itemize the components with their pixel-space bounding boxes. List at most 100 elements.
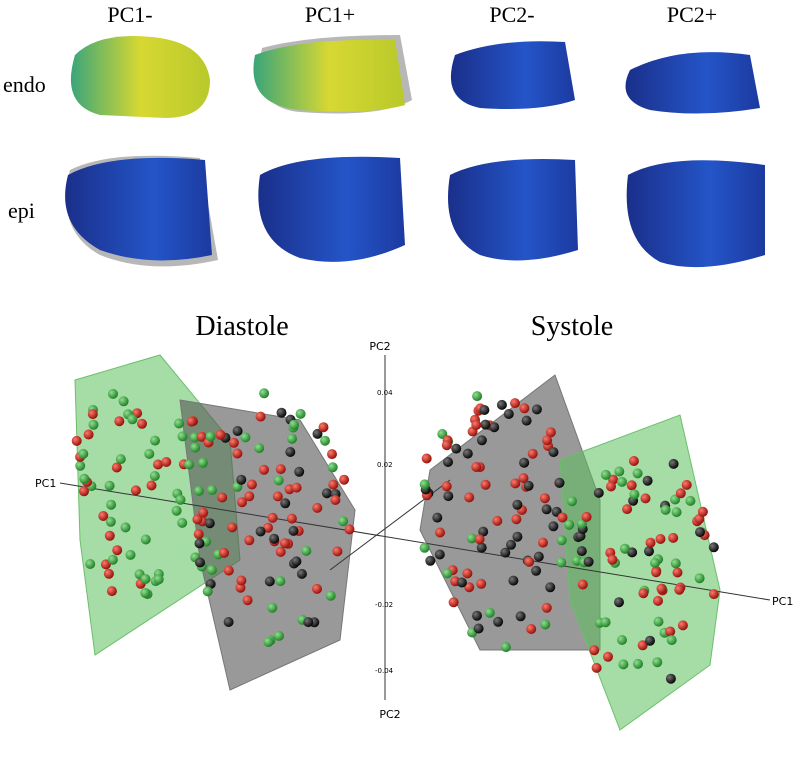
sample-point <box>87 409 98 420</box>
sample-point <box>421 453 432 464</box>
sample-point <box>320 435 330 446</box>
sample-point <box>473 623 484 634</box>
sample-point <box>327 462 338 473</box>
axis-label: PC1 <box>772 595 793 608</box>
sample-point <box>441 481 452 492</box>
sample-point <box>521 415 532 426</box>
sample-point <box>111 462 122 473</box>
sample-point <box>619 543 630 554</box>
sample-point <box>652 657 663 668</box>
sample-point <box>267 602 278 613</box>
sample-point <box>223 565 234 576</box>
sample-point <box>295 408 306 419</box>
sample-point <box>88 419 99 430</box>
sample-point <box>215 429 226 440</box>
sample-point <box>660 504 671 515</box>
sample-point <box>195 557 205 568</box>
sample-point <box>115 454 126 465</box>
sample-point <box>228 437 239 448</box>
heart-shape <box>65 157 212 261</box>
tick-label: -0.02 <box>375 601 393 609</box>
sample-point <box>567 496 577 507</box>
heart-shape <box>70 36 210 118</box>
sample-point <box>510 398 520 409</box>
sample-point <box>75 460 86 471</box>
sample-point <box>276 407 287 418</box>
sample-point <box>127 414 138 425</box>
heart-shapes <box>65 35 765 268</box>
sample-point <box>149 471 160 481</box>
sample-point <box>242 595 253 606</box>
sample-point <box>708 589 719 600</box>
hulls <box>74 354 721 731</box>
sample-point <box>614 597 624 608</box>
sample-point <box>327 449 337 460</box>
sample-point <box>125 549 136 560</box>
sample-point <box>338 516 349 527</box>
sample-point <box>140 588 151 598</box>
sample-point <box>474 534 485 545</box>
sample-point <box>161 457 172 467</box>
sample-point <box>479 405 490 415</box>
sample-point <box>120 522 131 533</box>
sample-point <box>280 498 291 509</box>
sample-point <box>79 473 90 484</box>
sample-point <box>206 564 217 575</box>
sample-point <box>607 554 618 565</box>
sample-point <box>524 556 535 567</box>
sample-point <box>236 575 247 586</box>
sample-point <box>632 468 643 479</box>
sample-point <box>540 619 551 630</box>
labels: PC1- PC1+ PC2- PC2+ endo epi Diastole Sy… <box>3 2 793 721</box>
sample-point <box>526 624 537 634</box>
sample-point <box>198 507 209 518</box>
sample-point <box>79 486 89 497</box>
sample-point <box>581 511 592 522</box>
sample-point <box>593 487 604 498</box>
sample-point <box>274 630 284 641</box>
sample-point <box>606 481 616 492</box>
sample-point <box>476 435 487 446</box>
sample-point <box>246 479 257 490</box>
sample-point <box>279 538 290 549</box>
sample-point <box>697 506 708 517</box>
sample-point <box>672 567 683 578</box>
sample-point <box>512 531 523 542</box>
sample-point <box>130 485 141 496</box>
sample-point <box>545 427 556 438</box>
sample-point <box>443 457 453 467</box>
sample-point <box>287 433 297 444</box>
sample-point <box>472 391 483 402</box>
sample-point <box>489 422 500 433</box>
sample-point <box>506 539 516 550</box>
sample-point <box>519 403 530 414</box>
sample-point <box>237 497 247 508</box>
points <box>71 388 719 684</box>
sample-point <box>223 617 234 627</box>
sample-point <box>644 546 654 557</box>
sample-point <box>577 579 588 590</box>
sample-point <box>472 610 482 621</box>
sample-point <box>557 512 568 523</box>
heart-shape <box>258 156 405 262</box>
sample-point <box>645 537 656 548</box>
sample-point <box>286 513 297 524</box>
sample-point <box>207 485 217 495</box>
sample-point <box>312 428 323 439</box>
sample-point <box>518 473 529 484</box>
heart-shape <box>625 52 760 114</box>
axis-label: PC2 <box>379 708 400 721</box>
sample-point <box>294 466 305 477</box>
sample-point <box>576 518 587 529</box>
heart-shape <box>626 160 765 268</box>
sample-point <box>104 480 115 491</box>
sample-point <box>539 493 550 504</box>
sample-point <box>668 532 679 543</box>
sample-point <box>194 538 205 549</box>
sample-point <box>628 456 639 466</box>
sample-point <box>140 534 151 545</box>
axis-label: PC2 <box>369 340 390 353</box>
sample-point <box>531 565 542 576</box>
sample-point <box>666 635 677 646</box>
sample-point <box>464 492 475 503</box>
